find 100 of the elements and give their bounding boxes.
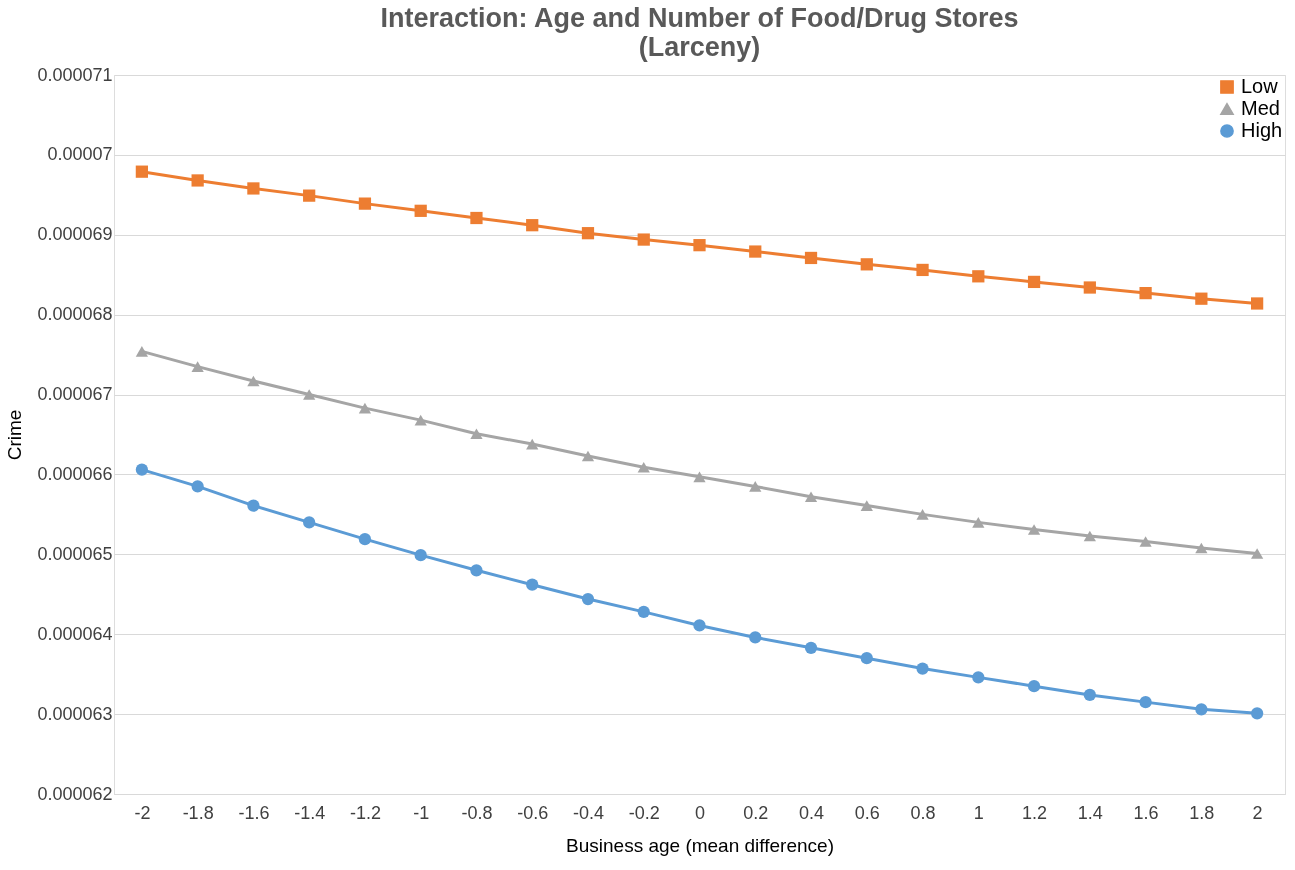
point <box>191 174 204 187</box>
point <box>581 450 595 462</box>
point <box>303 389 316 400</box>
y-tick-label: 0.000062 <box>37 783 113 804</box>
y-tick-label: 0.000066 <box>37 463 113 484</box>
point <box>916 509 929 520</box>
point <box>1083 530 1096 542</box>
y-tick-label: 0.000065 <box>37 543 113 564</box>
point <box>916 263 929 277</box>
x-tick-label: -1.2 <box>349 802 381 823</box>
x-tick-label: -2 <box>134 802 151 823</box>
x-tick-label: 0.2 <box>743 802 769 823</box>
point <box>860 652 873 665</box>
point <box>303 189 316 202</box>
y-axis-title: Crime <box>4 409 26 461</box>
point <box>1251 297 1264 310</box>
x-tick-label: -0.6 <box>517 802 549 823</box>
x-tick-label: 0.8 <box>910 802 936 823</box>
point <box>470 211 483 225</box>
x-tick-label: 0 <box>694 802 706 823</box>
y-tick-label: 0.000068 <box>37 304 113 325</box>
point <box>749 245 762 258</box>
point <box>470 428 483 439</box>
point <box>749 481 762 492</box>
x-tick-label: 1.8 <box>1189 802 1215 823</box>
point <box>135 463 148 476</box>
x-tick-label: 1.6 <box>1133 802 1159 823</box>
point <box>247 375 260 387</box>
point <box>804 251 818 265</box>
point <box>1083 281 1096 294</box>
x-tick-label: -1 <box>413 802 430 823</box>
point <box>1251 548 1264 559</box>
y-tick-label: 0.000071 <box>37 64 113 85</box>
y-tick-label: 0.000063 <box>37 703 113 724</box>
point <box>414 414 427 426</box>
x-tick-label: 1.2 <box>1022 802 1048 823</box>
point <box>1195 542 1208 554</box>
point <box>804 641 818 654</box>
x-tick-label: -0.8 <box>461 802 493 823</box>
point <box>1027 524 1041 535</box>
point <box>860 258 873 271</box>
point <box>804 491 818 503</box>
point <box>470 564 483 577</box>
point <box>414 204 427 217</box>
point <box>247 182 260 195</box>
point <box>581 227 595 240</box>
chart-title: Interaction: Age and Number of Food/Drug Stores (Larceny) <box>380 3 1019 62</box>
point <box>581 592 595 606</box>
point <box>358 197 372 210</box>
legend-label: Low <box>1241 75 1279 97</box>
point <box>749 631 762 644</box>
point <box>135 165 148 178</box>
legend-label: High <box>1241 119 1283 141</box>
point <box>637 605 650 618</box>
x-tick-label: 2 <box>1252 802 1263 823</box>
point <box>358 533 372 546</box>
point <box>1083 688 1096 702</box>
point <box>191 361 204 372</box>
y-tick-label: 0.000064 <box>37 623 113 644</box>
point <box>358 402 372 414</box>
point <box>972 517 985 528</box>
x-tick-label: 0.4 <box>799 802 825 823</box>
point <box>247 499 260 512</box>
x-tick-label: -1.4 <box>294 802 326 823</box>
point <box>860 500 873 511</box>
point <box>916 662 929 675</box>
point <box>1195 292 1208 305</box>
x-tick-label: -0.4 <box>572 802 604 823</box>
legend-label: Med <box>1241 97 1280 119</box>
point <box>1251 707 1264 720</box>
x-tick-label: 1.4 <box>1077 802 1103 823</box>
point <box>414 549 427 562</box>
y-tick-label: 0.00007 <box>47 144 113 165</box>
x-tick-label: 0.6 <box>854 802 880 823</box>
point <box>1195 703 1208 716</box>
y-tick-label: 0.000067 <box>37 384 113 405</box>
point <box>693 471 706 483</box>
point <box>637 233 650 246</box>
x-tick-label: -0.2 <box>628 802 660 823</box>
point <box>972 270 985 283</box>
point <box>1139 286 1152 300</box>
x-axis-title: Business age (mean difference) <box>566 834 834 856</box>
x-tick-label: -1.6 <box>238 802 270 823</box>
point <box>693 239 706 252</box>
point <box>191 480 204 493</box>
point <box>1027 275 1041 289</box>
point <box>972 671 985 684</box>
point <box>1027 680 1041 693</box>
x-tick-label: -1.8 <box>182 802 214 823</box>
point <box>135 346 148 357</box>
x-tick-label: 1 <box>973 802 984 823</box>
point <box>526 219 539 232</box>
point <box>526 578 539 591</box>
point <box>637 461 650 473</box>
point <box>303 516 316 529</box>
y-tick-label: 0.000069 <box>37 224 113 245</box>
point <box>526 438 539 450</box>
point <box>693 619 706 632</box>
point <box>1139 696 1152 709</box>
point <box>1139 536 1152 547</box>
